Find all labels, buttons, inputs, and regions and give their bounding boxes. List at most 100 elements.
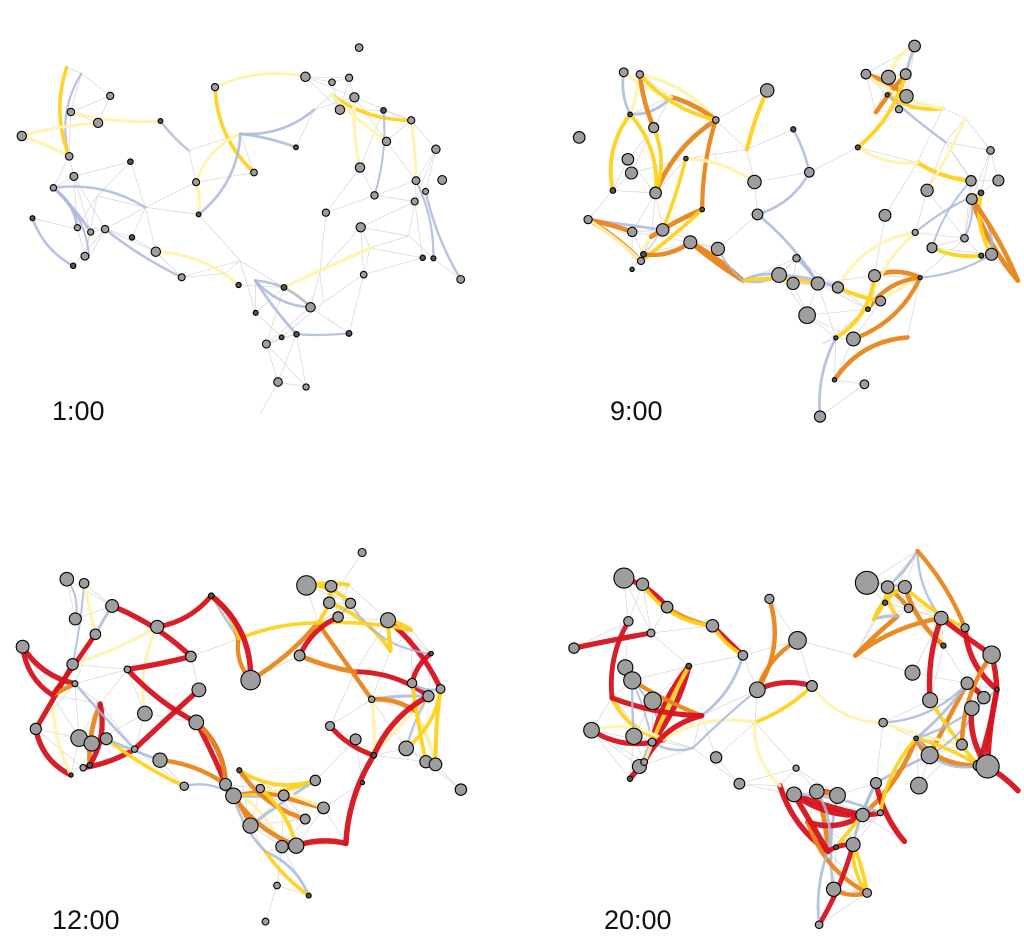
background-edge (663, 739, 693, 749)
flow-edge (31, 216, 75, 268)
network-node (960, 233, 969, 243)
background-edge (715, 90, 768, 121)
background-edge (296, 334, 307, 388)
background-edge (386, 141, 417, 181)
network-node (623, 671, 642, 690)
flow-edge (608, 618, 631, 701)
background-edge (701, 689, 758, 717)
background-edge (653, 96, 672, 128)
flow-edge (295, 332, 351, 337)
network-node (960, 623, 970, 633)
background-edge (414, 149, 437, 202)
network-node (747, 174, 762, 190)
background-edge (74, 669, 128, 685)
network-node (219, 777, 232, 791)
network-node (655, 223, 670, 237)
network-node (86, 761, 94, 769)
network-node (422, 187, 430, 195)
flow-edge (238, 108, 316, 136)
flow-edge (124, 666, 199, 726)
background-edge (295, 109, 315, 148)
background-edge (926, 141, 946, 191)
flow-edge (213, 85, 256, 175)
background-edge (239, 260, 285, 288)
panel-1: 1:00 (16, 43, 466, 426)
background-edge (145, 207, 157, 252)
flow-edge (571, 630, 654, 651)
background-edge (88, 228, 106, 258)
background-edge (746, 128, 794, 150)
flow-edge (832, 335, 910, 383)
network-node (305, 302, 316, 313)
network-node (875, 295, 887, 307)
network-node (829, 786, 846, 804)
network-node (751, 208, 764, 221)
background-edge (260, 381, 279, 414)
network-node (880, 69, 897, 85)
network-node (299, 813, 311, 825)
network-node (648, 122, 660, 134)
network-node (859, 379, 870, 390)
network-node (123, 665, 132, 674)
flow-edge (52, 185, 147, 209)
panel-label: 12:00 (52, 905, 120, 935)
network-node (845, 836, 861, 853)
flow-edge (349, 602, 433, 655)
flow-edge (810, 684, 885, 725)
network-node (225, 787, 242, 805)
flow-edge (33, 726, 74, 778)
network-node (68, 612, 82, 626)
background-edge (347, 584, 389, 621)
flow-edge (865, 275, 923, 312)
network-node (764, 593, 775, 605)
network-node (881, 599, 889, 606)
network-node (300, 71, 311, 83)
flow-edge (926, 615, 944, 703)
flow-edge (414, 179, 435, 260)
network-node (87, 228, 95, 236)
background-edge (281, 301, 324, 338)
background-edge (198, 214, 241, 261)
network-node (296, 575, 317, 596)
network-node (437, 175, 448, 185)
network-node (422, 690, 435, 703)
background-edge (929, 645, 944, 701)
network-node (252, 309, 259, 316)
flow-edge (263, 849, 311, 898)
panel-label: 9:00 (610, 396, 663, 426)
network-node (786, 276, 800, 291)
background-edge (73, 176, 106, 230)
network-node (626, 775, 634, 782)
background-edge (255, 312, 282, 338)
network-node (309, 774, 322, 787)
flow-edge (141, 625, 159, 716)
flow-edge (424, 190, 462, 281)
background-edge (373, 755, 426, 763)
network-node (317, 801, 330, 815)
flow-edge (914, 681, 969, 740)
network-node (359, 779, 366, 786)
network-node (68, 772, 74, 778)
background-edge (32, 217, 91, 233)
network-node (380, 107, 387, 114)
background-edge (313, 94, 332, 111)
network-node (908, 39, 921, 53)
network-node (609, 187, 617, 194)
background-edge (410, 629, 432, 654)
background-edge (104, 228, 133, 238)
background-edge (224, 260, 241, 274)
network-node (192, 178, 201, 187)
network-node (894, 105, 904, 114)
network-node (293, 649, 306, 662)
network-node (293, 144, 299, 151)
background-edge (964, 117, 991, 151)
flow-edge (371, 693, 432, 759)
network-node (854, 570, 879, 595)
background-edge (99, 669, 128, 705)
network-node (646, 628, 656, 638)
network-node (626, 226, 638, 238)
flow-edge (700, 653, 745, 718)
background-edge (374, 180, 417, 196)
network-node (261, 339, 271, 349)
network-node (334, 104, 346, 115)
